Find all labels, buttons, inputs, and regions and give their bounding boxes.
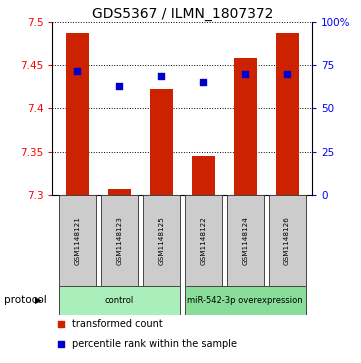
Point (58, 341, 64, 347)
Point (242, 71, 248, 77)
Text: GSM1148122: GSM1148122 (200, 216, 206, 265)
Text: control: control (105, 296, 134, 305)
FancyBboxPatch shape (185, 286, 305, 315)
FancyBboxPatch shape (59, 195, 96, 286)
Point (284, 71, 290, 77)
Title: GDS5367 / ILMN_1807372: GDS5367 / ILMN_1807372 (92, 7, 273, 21)
Text: GSM1148123: GSM1148123 (116, 216, 122, 265)
Bar (150, 89, 173, 195)
Point (158, 73, 164, 78)
Point (58, 321, 64, 327)
Text: percentile rank within the sample: percentile rank within the sample (72, 339, 237, 349)
Text: ▶: ▶ (35, 296, 42, 305)
Point (75, 68, 81, 74)
Text: GSM1148126: GSM1148126 (284, 216, 290, 265)
Bar (66, 33, 89, 195)
FancyBboxPatch shape (269, 195, 305, 286)
FancyBboxPatch shape (185, 195, 222, 286)
FancyBboxPatch shape (143, 195, 180, 286)
Point (117, 83, 122, 89)
Bar (275, 33, 299, 195)
Point (200, 79, 206, 85)
Text: GSM1148124: GSM1148124 (242, 216, 248, 265)
FancyBboxPatch shape (227, 195, 264, 286)
Bar (234, 58, 257, 195)
Text: miR-542-3p overexpression: miR-542-3p overexpression (187, 296, 303, 305)
Text: transformed count: transformed count (72, 319, 162, 329)
Text: protocol: protocol (4, 295, 46, 306)
Bar (108, 189, 131, 195)
Text: GSM1148125: GSM1148125 (158, 216, 164, 265)
Text: GSM1148121: GSM1148121 (74, 216, 81, 265)
FancyBboxPatch shape (101, 195, 138, 286)
FancyBboxPatch shape (59, 286, 180, 315)
Bar (192, 156, 215, 195)
